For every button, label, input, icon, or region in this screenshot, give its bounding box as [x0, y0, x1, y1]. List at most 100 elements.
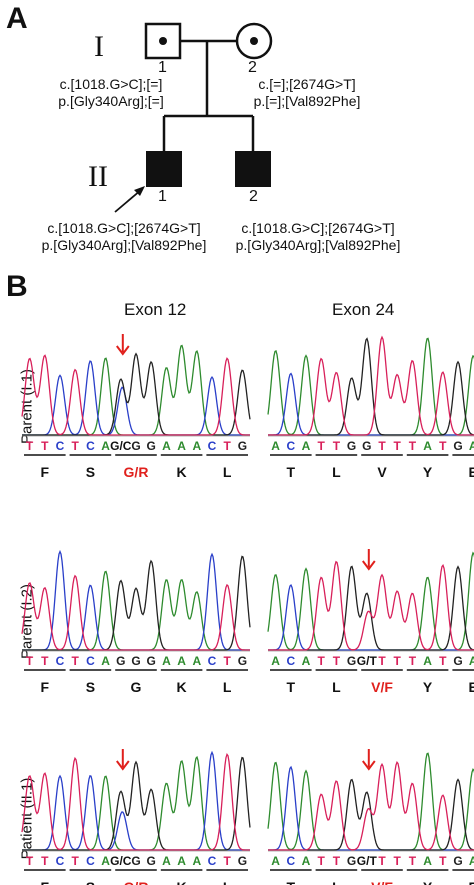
base-call: A — [469, 854, 474, 868]
trace-t-exon12-row0 — [21, 354, 250, 436]
mutation-arrow-head-icon — [361, 560, 376, 571]
base-call: T — [439, 654, 447, 668]
base-call: C — [208, 654, 217, 668]
genotype-I2: c.[=];[2674G>T] p.[=];[Val892Phe] — [232, 76, 382, 110]
base-call: A — [177, 439, 186, 453]
base-call: G — [238, 854, 247, 868]
genotype-I1-protein: p.[Gly340Arg];[=] — [58, 93, 164, 109]
base-call: A — [469, 439, 474, 453]
carrier-dot-I2 — [250, 37, 258, 45]
individual-I1-number: 1 — [158, 59, 167, 76]
base-call: T — [26, 854, 34, 868]
base-call: A — [469, 654, 474, 668]
generation-II: II — [88, 160, 108, 193]
base-call: G — [347, 439, 356, 453]
individual-II1-number: 1 — [158, 188, 167, 205]
genotype-II1-protein: p.[Gly340Arg];[Val892Phe] — [41, 237, 207, 253]
genotype-II1-cdna: c.[1018.G>C];[2674G>T] — [47, 220, 201, 236]
base-call: T — [439, 854, 447, 868]
base-call: G — [131, 439, 140, 453]
genotype-I1: c.[1018.G>C];[=] p.[Gly340Arg];[=] — [36, 76, 186, 110]
amino-acid: L — [332, 464, 341, 480]
amino-acid: K — [177, 879, 187, 885]
base-call: G — [453, 654, 462, 668]
trace-t-exon12-row1 — [21, 574, 250, 651]
amino-acid: K — [177, 679, 187, 695]
base-call: T — [394, 654, 402, 668]
amino-acid: L — [332, 879, 341, 885]
base-call: T — [224, 439, 232, 453]
amino-acid: S — [86, 464, 95, 480]
base-call: T — [378, 854, 386, 868]
pedigree-affected-II1 — [146, 151, 182, 187]
base-call: T — [394, 439, 402, 453]
amino-acid: T — [287, 879, 296, 885]
amino-acid: S — [86, 879, 95, 885]
amino-acid: F — [41, 464, 50, 480]
trace-g-exon24-row2 — [268, 778, 474, 851]
amino-acid: E — [469, 679, 474, 695]
base-call: G — [453, 854, 462, 868]
amino-acid: T — [287, 679, 296, 695]
trace-t-exon24-row0 — [268, 335, 474, 436]
base-call: A — [271, 854, 280, 868]
base-call: A — [177, 654, 186, 668]
base-call: T — [72, 439, 80, 453]
base-call: A — [423, 854, 432, 868]
pedigree-affected-II2 — [235, 151, 271, 187]
base-call: A — [162, 654, 171, 668]
base-call: A — [302, 854, 311, 868]
base-call: T — [224, 854, 232, 868]
amino-acid-mutant: G/R — [124, 464, 149, 480]
base-call: A — [271, 439, 280, 453]
base-call: C — [56, 439, 65, 453]
genotype-I2-cdna: c.[=];[2674G>T] — [258, 76, 356, 92]
genotype-I2-protein: p.[=];[Val892Phe] — [253, 93, 361, 109]
genotype-I1-cdna: c.[1018.G>C];[=] — [59, 76, 163, 92]
base-call: T — [378, 439, 386, 453]
amino-acid: Y — [423, 679, 433, 695]
amino-acid: Y — [423, 464, 433, 480]
base-call: T — [394, 854, 402, 868]
base-call: G — [147, 854, 156, 868]
amino-acid-mutant: G/R — [124, 879, 149, 885]
base-call: A — [271, 654, 280, 668]
base-call: C — [286, 654, 295, 668]
base-call: T — [439, 439, 447, 453]
amino-acid: L — [223, 679, 232, 695]
amino-acid-mutant: V/F — [371, 879, 393, 885]
amino-acid: G — [131, 679, 142, 695]
base-call: G — [131, 854, 140, 868]
genotype-II2-cdna: c.[1018.G>C];[2674G>T] — [241, 220, 395, 236]
panel-label-a: A — [6, 2, 28, 35]
panel-label-b: B — [6, 270, 28, 303]
base-call: C — [286, 439, 295, 453]
base-call: T — [333, 439, 341, 453]
amino-acid: K — [177, 464, 187, 480]
base-call: G — [238, 439, 247, 453]
trace-t-exon24-row1 — [268, 560, 474, 651]
individual-II2-number: 2 — [249, 188, 258, 205]
base-call: C — [208, 439, 217, 453]
base-call: A — [101, 439, 110, 453]
base-call: C — [208, 854, 217, 868]
base-call: A — [162, 439, 171, 453]
exon24-title: Exon 24 — [332, 300, 395, 319]
exon12-title: Exon 12 — [124, 300, 187, 319]
base-call: T — [409, 654, 417, 668]
carrier-dot-I1 — [159, 37, 167, 45]
base-call: T — [409, 854, 417, 868]
base-call: G — [147, 654, 156, 668]
trace-c-exon12-row0 — [22, 360, 250, 436]
base-call: G — [347, 854, 356, 868]
base-call: A — [162, 854, 171, 868]
amino-acid: L — [332, 679, 341, 695]
amino-acid: S — [86, 679, 95, 695]
trace-c-exon24-row0 — [268, 372, 474, 436]
base-call: A — [192, 654, 201, 668]
base-call: T — [318, 654, 326, 668]
base-call: A — [177, 854, 186, 868]
genotype-II2-protein: p.[Gly340Arg];[Val892Phe] — [235, 237, 401, 253]
base-call: C — [56, 854, 65, 868]
